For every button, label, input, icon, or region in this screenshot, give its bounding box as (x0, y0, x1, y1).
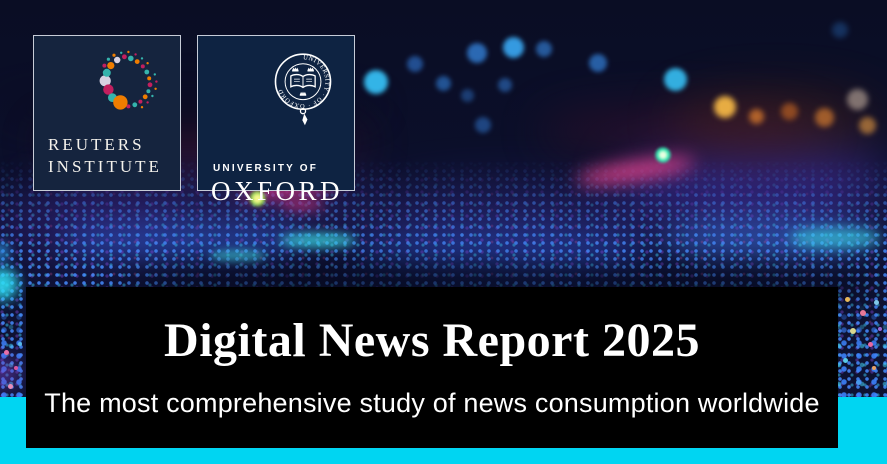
particle-dot (868, 342, 873, 347)
reuters-wordmark-line2: INSTITUTE (48, 156, 162, 176)
particle-dot (860, 310, 866, 316)
report-subtitle: The most comprehensive study of news con… (44, 388, 820, 418)
bokeh-light (467, 43, 487, 63)
bokeh-light (475, 117, 491, 133)
reuters-dots-icon (99, 50, 158, 110)
bokeh-light (847, 89, 868, 110)
bokeh-light (781, 103, 798, 120)
reuters-institute-logo: REUTERS INSTITUTE (33, 35, 181, 191)
bokeh-light (749, 109, 764, 124)
bokeh-light (589, 54, 607, 72)
particle-dot (878, 327, 882, 331)
particle-dot (874, 300, 879, 305)
oxford-university-logo: UNIVERSITY · OF · OXFORD UNIVERSITY OF O… (197, 35, 355, 206)
bokeh-light (436, 76, 451, 91)
particle-dot (843, 358, 848, 363)
bokeh-light (498, 78, 512, 92)
bokeh-light (536, 41, 552, 57)
particle-dot (14, 366, 18, 370)
bokeh-light (407, 56, 423, 72)
oxford-wordmark-small: UNIVERSITY OF (213, 163, 319, 174)
title-banner: Digital News Report 2025 The most compre… (26, 287, 838, 448)
cyan-edge-glow (0, 268, 18, 300)
particle-dot (845, 297, 850, 302)
wave-highlight (790, 228, 880, 248)
wave-highlight (280, 233, 356, 248)
haze-glow (540, 108, 820, 154)
particle-dot (18, 342, 22, 346)
reuters-institute-wordmark: REUTERS INSTITUTE (48, 134, 162, 178)
blue-edge-glow (0, 242, 10, 262)
pink-ridge (280, 200, 324, 210)
wave-highlight (210, 250, 266, 262)
oxford-wordmark-large: OXFORD (211, 176, 344, 206)
bokeh-light (664, 68, 687, 91)
oxford-crest-icon: UNIVERSITY · OF · OXFORD (274, 53, 332, 126)
particle-dot (4, 350, 9, 355)
green-bokeh-light (654, 146, 672, 164)
bokeh-light (461, 89, 474, 102)
particle-dot (8, 384, 13, 389)
bokeh-light (859, 117, 876, 134)
report-title: Digital News Report 2025 (164, 314, 700, 367)
yellow-green-bokeh-light (249, 190, 266, 207)
purple-corner-glow (0, 358, 18, 388)
particle-dot (856, 380, 861, 385)
reuters-wordmark-line1: REUTERS (48, 134, 145, 154)
particle-dot (850, 328, 856, 334)
bokeh-light (714, 96, 736, 118)
bokeh-light (815, 108, 834, 127)
particle-dot (872, 366, 876, 370)
bokeh-light (364, 70, 388, 94)
bokeh-light (503, 37, 524, 58)
bokeh-light (832, 22, 848, 38)
